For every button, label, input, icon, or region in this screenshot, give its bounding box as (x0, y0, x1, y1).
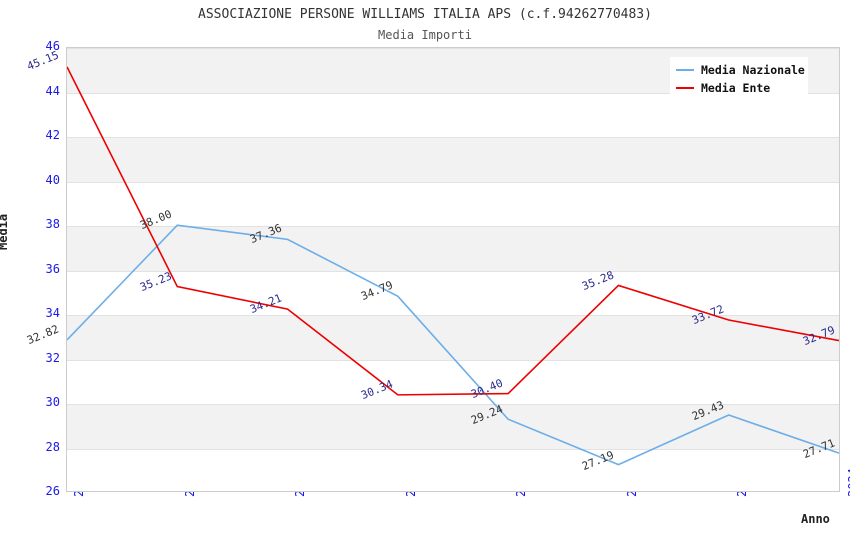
legend-color-swatch (676, 87, 694, 89)
y-tick-label: 44 (45, 83, 60, 98)
plot-band (67, 137, 839, 182)
chart-subtitle: Media Importi (378, 28, 472, 42)
y-tick-label: 36 (45, 261, 60, 276)
plot-band (67, 315, 839, 360)
gridline (67, 181, 839, 183)
y-tick-label: 30 (45, 395, 60, 409)
legend-label: Media Ente (701, 81, 771, 95)
chart-legend: Media Nazionale Media Ente (670, 57, 808, 102)
data-label: 32.82 (25, 322, 61, 348)
y-tick-label: 40 (45, 172, 60, 187)
series-lines (67, 66, 839, 466)
y-tick-label: 26 (45, 484, 60, 498)
plot-band (67, 226, 839, 271)
y-tick-label: 42 (45, 128, 60, 142)
gridline (67, 448, 839, 450)
plot-band (67, 404, 839, 449)
gridline (67, 137, 839, 138)
gridline (67, 404, 839, 405)
gridline (67, 315, 839, 316)
chart-title: ASSOCIAZIONE PERSONE WILLIAMS ITALIA APS… (198, 7, 652, 22)
y-tick-label: 28 (45, 439, 60, 454)
gridline (67, 92, 839, 94)
y-axis-label: Media (0, 213, 10, 250)
x-tick-label: 2024 (846, 468, 850, 497)
legend-color-swatch (676, 69, 694, 71)
plot-area (66, 47, 840, 492)
legend-label: Media Nazionale (701, 63, 805, 77)
y-tick-label: 38 (45, 217, 60, 231)
legend-item[interactable]: Media Ente (676, 79, 804, 97)
legend-item[interactable]: Media Nazionale (676, 61, 805, 79)
series-line (67, 66, 839, 396)
gridline (67, 226, 839, 227)
y-tick-label: 46 (45, 39, 60, 53)
x-axis-label: Anno (801, 512, 830, 526)
gridline (67, 359, 839, 361)
gridline (67, 48, 839, 49)
gridline (67, 270, 839, 272)
series-line (67, 224, 839, 466)
y-tick-label: 32 (45, 350, 60, 365)
y-tick-label: 34 (45, 306, 60, 320)
